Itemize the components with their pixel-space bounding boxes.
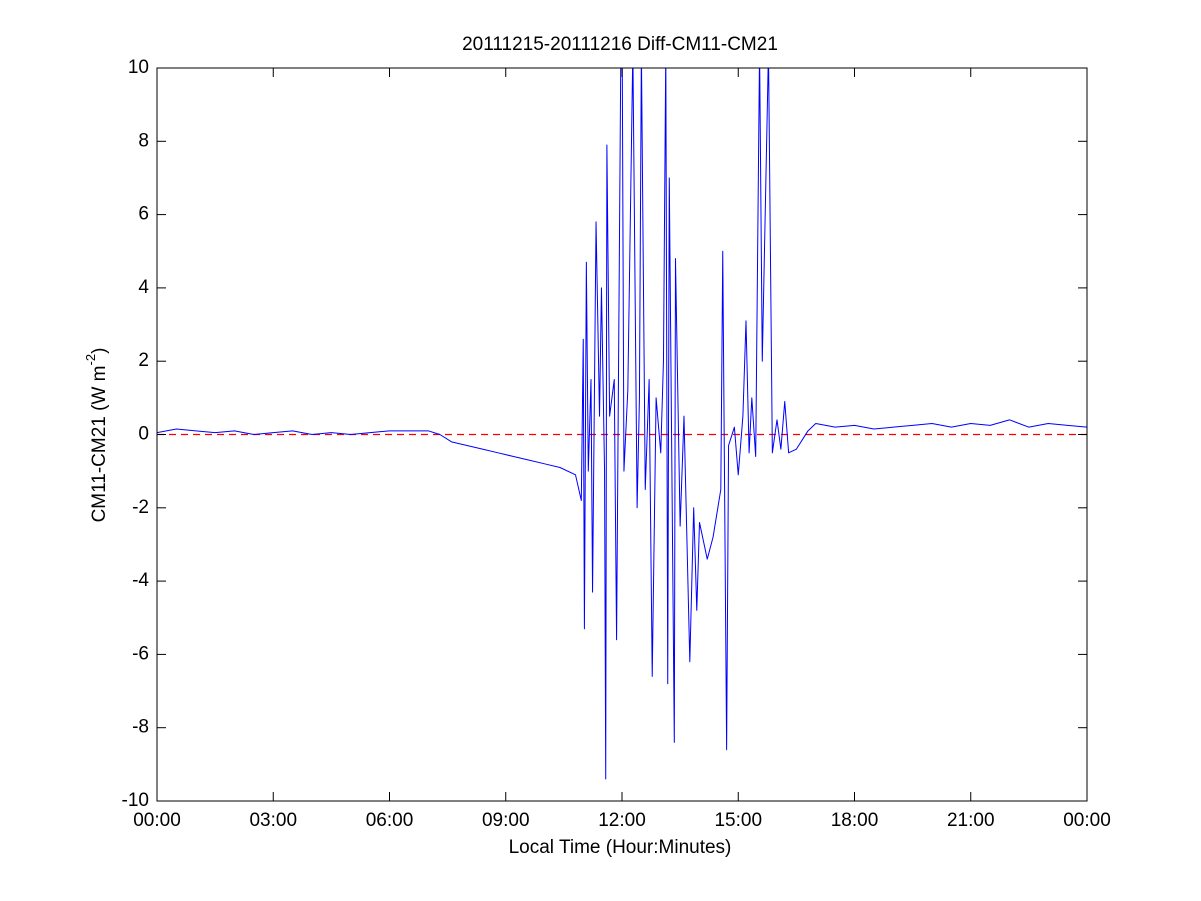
x-tick-label: 15:00 — [714, 810, 762, 831]
x-tick-label: 09:00 — [482, 810, 530, 831]
plot-area — [157, 68, 1087, 780]
chart-title: 20111215-20111216 Diff-CM11-CM21 — [462, 34, 778, 55]
y-tick-label: 0 — [138, 424, 149, 445]
y-tick-label: -8 — [132, 717, 149, 738]
x-tick-label: 06:00 — [366, 810, 414, 831]
x-tick-label: 00:00 — [133, 810, 181, 831]
y-tick-label: 10 — [128, 57, 149, 78]
y-axis-label-sup: -2 — [83, 354, 98, 366]
x-tick-label: 21:00 — [947, 810, 995, 831]
y-tick-label: 6 — [138, 204, 149, 225]
y-tick-label: 8 — [138, 130, 149, 151]
x-tick-label: 12:00 — [598, 810, 646, 831]
y-axis-label-text: CM11-CM21 (W m — [89, 365, 110, 522]
y-tick-label: 2 — [138, 350, 149, 371]
x-axis-label: Local Time (Hour:Minutes) — [509, 837, 732, 858]
x-tick-label: 03:00 — [249, 810, 297, 831]
y-tick-label: -2 — [132, 497, 149, 518]
y-tick-label: -6 — [132, 643, 149, 664]
x-tick-label: 00:00 — [1063, 810, 1111, 831]
y-tick-label: 4 — [138, 277, 149, 298]
y-axis-label: CM11-CM21 (W m-2) — [83, 348, 110, 523]
data-line — [157, 68, 1087, 780]
y-axis-label-end: ) — [89, 348, 110, 354]
y-tick-label: -10 — [122, 790, 149, 811]
x-tick-label: 18:00 — [831, 810, 879, 831]
y-tick-label: -4 — [132, 570, 149, 591]
